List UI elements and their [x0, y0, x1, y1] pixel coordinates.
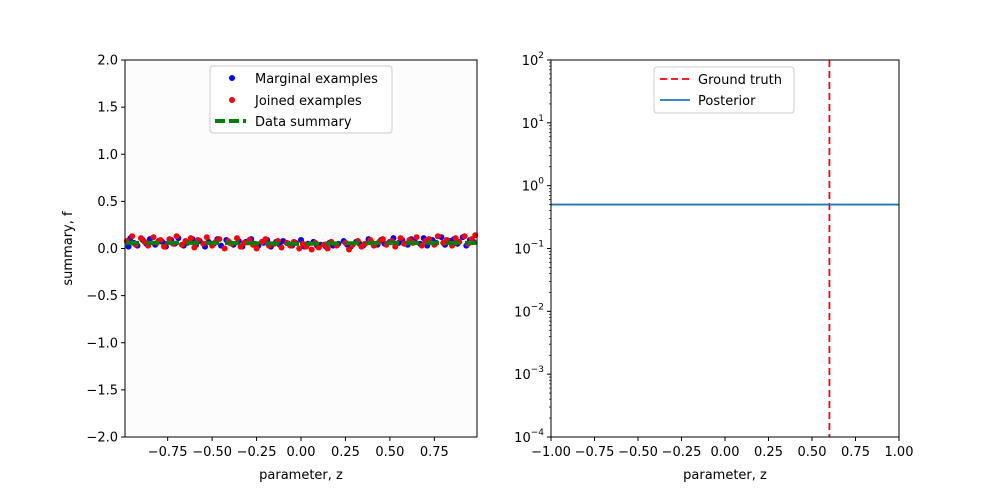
- joined-point: [468, 236, 475, 243]
- marginal-point: [125, 243, 132, 250]
- right-y-tick-label: 10−2: [514, 302, 544, 320]
- joined-point: [315, 244, 322, 251]
- joined-point: [221, 245, 228, 252]
- left-x-tick-label: −0.50: [192, 445, 232, 460]
- joined-point: [461, 233, 468, 240]
- joined-point: [324, 245, 331, 252]
- left-x-tick-label: 0.25: [331, 445, 360, 460]
- left-x-tick-label: −0.25: [237, 445, 277, 460]
- joined-point: [178, 241, 185, 248]
- joined-point: [237, 243, 244, 250]
- left-y-tick-label: 0.5: [97, 195, 118, 210]
- right-x-tick-label: −0.75: [575, 445, 615, 460]
- legend-label: Joined examples: [254, 94, 362, 109]
- left-x-tick-label: 0.75: [420, 445, 449, 460]
- joined-point: [203, 234, 210, 241]
- joined-point: [278, 244, 285, 251]
- joined-point: [379, 236, 386, 243]
- right-legend: Ground truth Posterior: [653, 66, 795, 114]
- legend-label: Marginal examples: [255, 72, 378, 87]
- left-y-axis-label: summary, f: [61, 211, 76, 286]
- left-x-tick-label: 0.50: [375, 445, 404, 460]
- left-y-tick-label: 1.0: [97, 148, 118, 163]
- right-x-tick-label: 0.75: [841, 445, 870, 460]
- joined-point: [187, 235, 194, 242]
- right-y-tick-label: 10−4: [514, 428, 544, 446]
- right-y-tick-label: 101: [522, 114, 544, 132]
- right-x-axis-label: parameter, z: [683, 468, 767, 483]
- joined-point: [452, 235, 459, 242]
- right-x-tick-label: −0.25: [662, 445, 702, 460]
- joined-point: [173, 233, 180, 240]
- data-summary-line: [125, 240, 477, 246]
- joined-point: [253, 245, 260, 252]
- joined-point: [166, 236, 173, 243]
- right-x-tick-label: 0.50: [798, 445, 827, 460]
- joined-point: [308, 246, 315, 253]
- joined-point: [418, 242, 425, 249]
- right-x-tick-label: 0.00: [711, 445, 740, 460]
- right-x-tick-label: −1.00: [531, 445, 571, 460]
- joined-point: [296, 245, 303, 252]
- left-x-tick-label: 0.00: [287, 445, 316, 460]
- right-y-tick-label: 10−3: [514, 365, 544, 383]
- joined-point: [129, 233, 136, 240]
- left-legend-box: [209, 65, 393, 134]
- legend-marker-joined: [229, 97, 235, 103]
- joined-point: [138, 235, 144, 242]
- left-legend: Marginal examples Joined examples Data sum…: [209, 65, 393, 134]
- joined-point: [191, 244, 198, 251]
- right-y-tick-label: 102: [522, 51, 544, 69]
- left-y-tick-label: −1.0: [86, 336, 118, 351]
- legend-label: Data summary: [255, 115, 352, 130]
- joined-point: [392, 243, 399, 250]
- legend-marker-marginal: [229, 75, 235, 81]
- right-y-tick-label: 100: [522, 177, 545, 195]
- legend-label: Posterior: [698, 94, 756, 109]
- left-x-tick-label: −0.75: [148, 445, 188, 460]
- joined-point: [216, 236, 223, 243]
- joined-point: [413, 234, 420, 241]
- left-y-tick-label: 2.0: [97, 54, 118, 69]
- right-x-tick-label: 0.25: [754, 445, 783, 460]
- joined-point: [346, 246, 352, 253]
- right-chart: −1.00 −0.75 −0.50 −0.25 0.00 0.25 0.50 0.75 1.00…: [514, 51, 913, 483]
- left-chart: −0.75 −0.50 −0.25 0.00 0.25 0.50 0.75 2.0 1.5 1.0…: [61, 54, 479, 483]
- left-x-axis-label: parameter, z: [259, 468, 343, 483]
- left-y-tick-label: −2.0: [86, 431, 118, 446]
- right-x-tick-label: 1.00: [885, 445, 914, 460]
- left-y-tick-label: 0.0: [97, 242, 118, 257]
- left-y-tick-label: −0.5: [86, 289, 118, 304]
- joined-point: [426, 236, 432, 243]
- joined-point: [434, 233, 441, 240]
- joined-point: [161, 243, 168, 250]
- legend-label: Ground truth: [698, 73, 782, 88]
- joined-point: [200, 240, 207, 247]
- left-y-tick-label: 1.5: [97, 101, 118, 116]
- joined-point: [397, 235, 404, 242]
- joined-point: [234, 235, 240, 242]
- left-y-tick-label: −1.5: [86, 383, 118, 398]
- joined-point: [262, 236, 269, 243]
- joined-point: [157, 237, 164, 244]
- joined-point: [150, 234, 157, 241]
- right-axes-frame: [550, 59, 900, 438]
- right-x-tick-label: −0.50: [618, 445, 658, 460]
- right-y-tick-label: 10−1: [514, 240, 544, 258]
